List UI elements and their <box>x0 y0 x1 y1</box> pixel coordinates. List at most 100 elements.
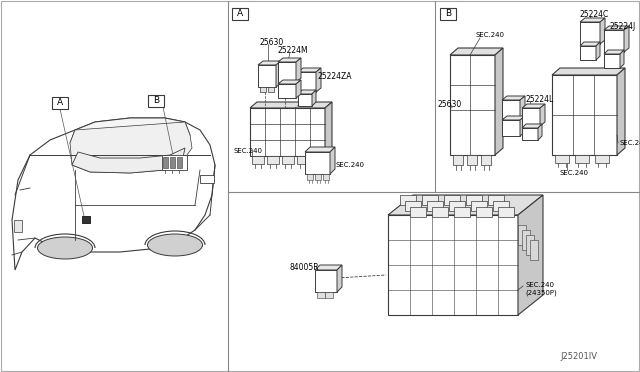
Polygon shape <box>278 80 301 84</box>
Polygon shape <box>538 124 542 140</box>
Text: SEC.240: SEC.240 <box>560 170 589 176</box>
Text: A: A <box>57 98 63 107</box>
Bar <box>162 155 187 170</box>
Text: 25224M: 25224M <box>278 46 308 55</box>
Bar <box>580 22 600 44</box>
Bar <box>453 155 463 165</box>
Polygon shape <box>620 50 624 68</box>
Polygon shape <box>315 265 342 270</box>
Ellipse shape <box>147 234 202 256</box>
Bar <box>298 72 316 92</box>
Bar <box>493 201 509 211</box>
Bar <box>14 220 22 232</box>
Polygon shape <box>298 90 316 94</box>
Bar <box>163 157 168 168</box>
Bar <box>502 120 520 136</box>
Text: SEC.240: SEC.240 <box>475 32 504 38</box>
Bar <box>278 84 296 98</box>
Bar <box>555 155 569 163</box>
Bar <box>278 62 296 82</box>
Polygon shape <box>518 195 543 315</box>
Bar <box>52 97 68 109</box>
Ellipse shape <box>38 237 93 259</box>
Bar <box>427 201 443 211</box>
Bar <box>502 100 520 118</box>
Bar <box>467 155 477 165</box>
Text: 84005R: 84005R <box>290 263 319 272</box>
Bar <box>312 156 324 164</box>
Bar <box>298 94 312 106</box>
Bar <box>422 195 438 205</box>
Polygon shape <box>540 104 545 126</box>
Polygon shape <box>495 48 503 155</box>
Bar <box>604 54 620 68</box>
Text: (24350P): (24350P) <box>525 290 557 296</box>
Bar <box>444 195 460 205</box>
Bar <box>315 270 337 292</box>
Bar <box>148 95 164 107</box>
Polygon shape <box>70 122 192 173</box>
Text: A: A <box>237 9 243 18</box>
Bar <box>522 230 530 250</box>
Polygon shape <box>520 116 525 136</box>
Polygon shape <box>296 80 301 98</box>
Text: 25224L: 25224L <box>525 95 553 104</box>
Bar <box>466 195 482 205</box>
Bar <box>325 292 333 298</box>
Polygon shape <box>522 104 545 108</box>
Polygon shape <box>276 61 281 87</box>
Bar <box>400 195 416 205</box>
Polygon shape <box>316 68 321 92</box>
Text: 25224ZA: 25224ZA <box>318 72 353 81</box>
Bar <box>575 155 589 163</box>
Bar <box>552 75 617 155</box>
Bar <box>518 225 526 245</box>
Bar <box>170 157 175 168</box>
Bar <box>481 155 491 165</box>
Text: B: B <box>445 9 451 18</box>
Polygon shape <box>604 26 629 30</box>
Polygon shape <box>596 42 600 60</box>
Bar <box>432 207 448 217</box>
Polygon shape <box>305 147 335 152</box>
Polygon shape <box>502 96 525 100</box>
Polygon shape <box>330 147 335 174</box>
Bar <box>388 215 518 315</box>
Text: SEC.240: SEC.240 <box>335 162 364 168</box>
Polygon shape <box>580 42 600 46</box>
Bar <box>522 128 538 140</box>
Polygon shape <box>600 18 605 44</box>
Bar <box>317 292 325 298</box>
Polygon shape <box>337 265 342 292</box>
Bar <box>305 152 330 174</box>
Text: B: B <box>153 96 159 105</box>
Polygon shape <box>617 68 625 155</box>
Bar <box>580 46 596 60</box>
Bar <box>268 87 274 92</box>
Bar <box>297 156 309 164</box>
Bar <box>232 8 248 20</box>
Polygon shape <box>388 195 543 215</box>
Bar <box>410 207 426 217</box>
Bar <box>258 65 276 87</box>
Bar <box>488 195 504 205</box>
Polygon shape <box>258 61 281 65</box>
Bar <box>440 8 456 20</box>
Text: SEC.240: SEC.240 <box>233 148 262 154</box>
Polygon shape <box>520 96 525 118</box>
Bar <box>526 235 534 255</box>
Polygon shape <box>522 124 542 128</box>
Bar <box>454 207 470 217</box>
Polygon shape <box>325 102 332 156</box>
Bar <box>449 201 465 211</box>
Polygon shape <box>250 102 332 108</box>
Text: SEC.240: SEC.240 <box>620 140 640 146</box>
Bar <box>530 240 538 260</box>
Text: J25201IV: J25201IV <box>560 352 597 361</box>
Text: 25224J: 25224J <box>610 22 636 31</box>
Polygon shape <box>450 48 503 55</box>
Text: SEC.240: SEC.240 <box>525 282 554 288</box>
Bar <box>250 108 325 156</box>
Text: 25630: 25630 <box>260 38 284 47</box>
Polygon shape <box>624 26 629 52</box>
